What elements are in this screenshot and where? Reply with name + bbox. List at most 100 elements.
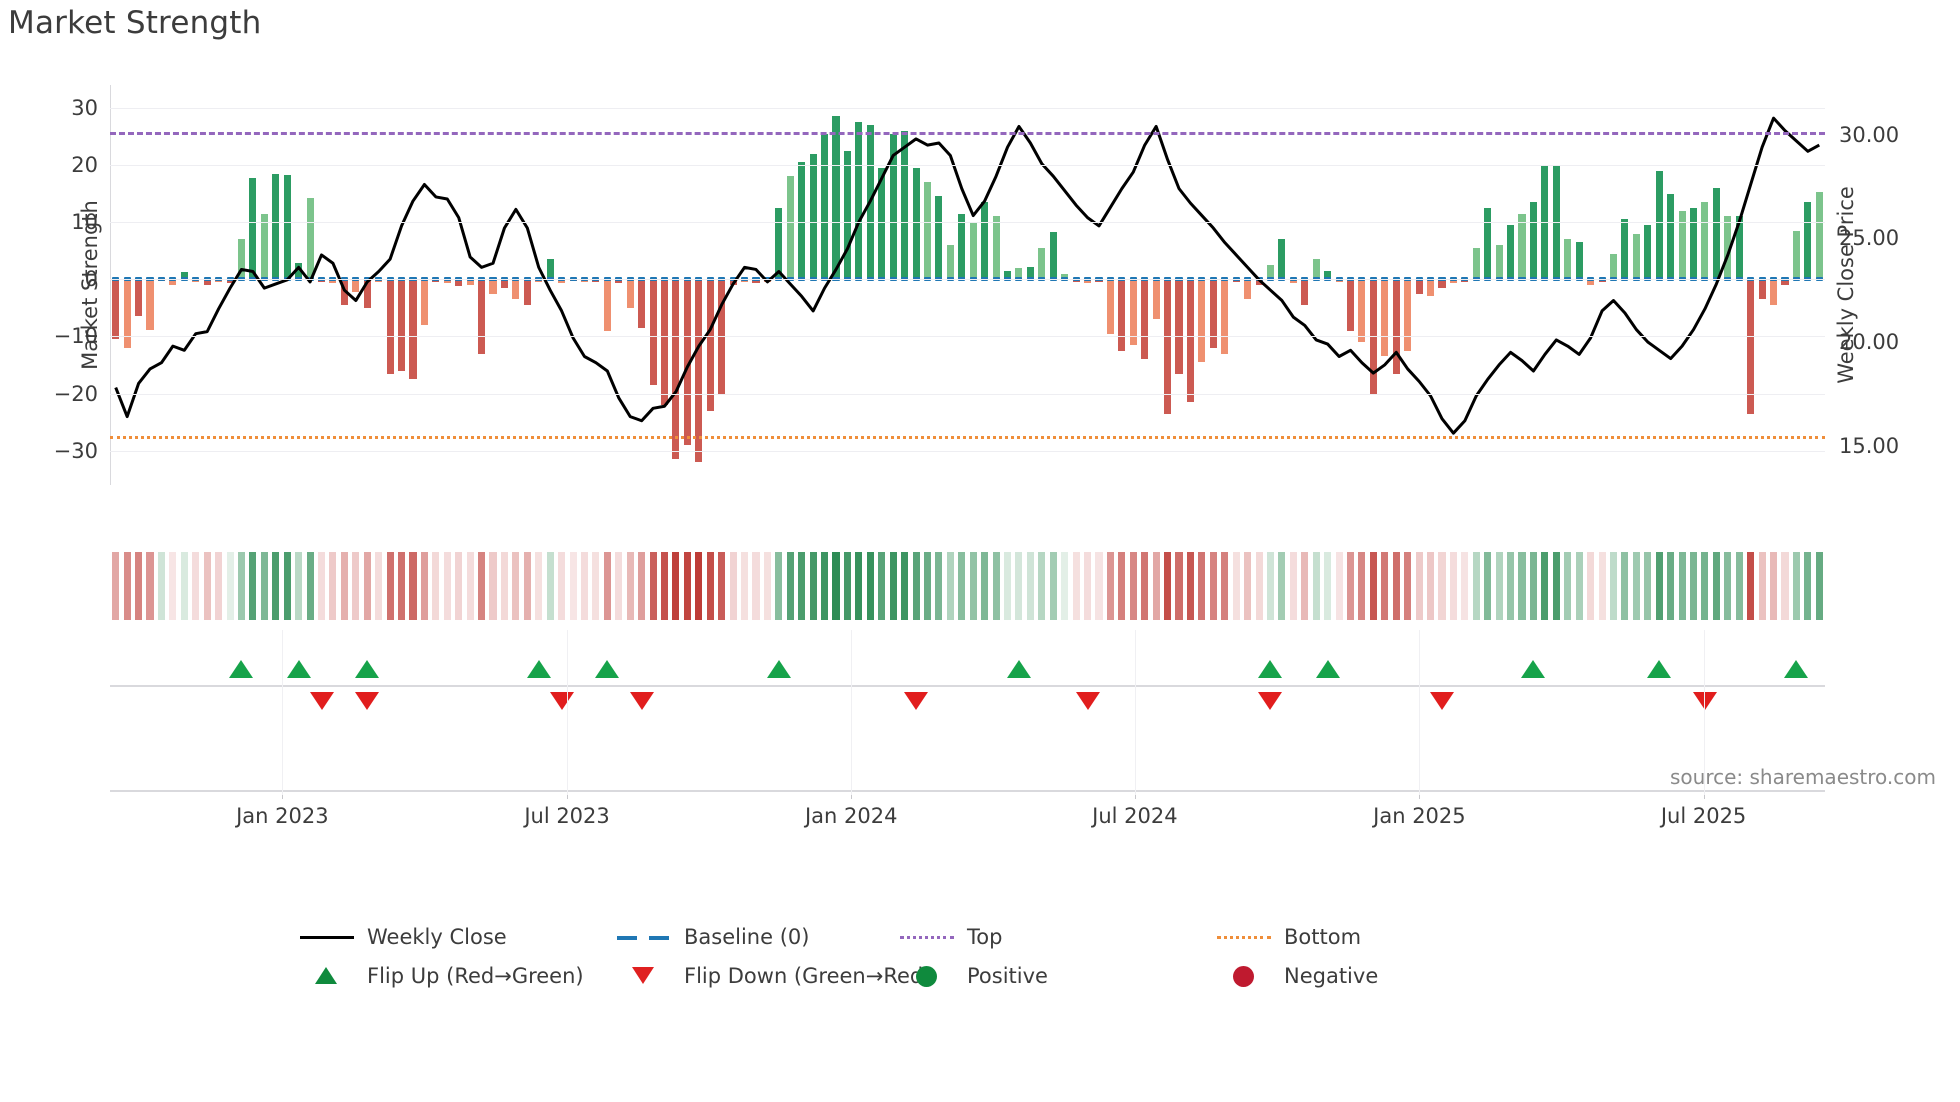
flip-down-marker[interactable] xyxy=(309,692,334,710)
legend-item[interactable]: Baseline (0) xyxy=(617,925,809,949)
flip-down-marker[interactable] xyxy=(629,692,654,710)
strength-bar xyxy=(1221,279,1229,354)
flip-up-marker[interactable] xyxy=(1258,660,1283,678)
heatmap-cell xyxy=(375,552,383,620)
strength-bar xyxy=(649,279,657,385)
right-tick-label: 20.00 xyxy=(1839,329,1900,354)
bottom-reference-line xyxy=(110,436,1825,440)
strength-bar xyxy=(901,130,909,280)
heatmap-cell xyxy=(958,552,966,620)
heatmap-cell xyxy=(1770,552,1778,620)
dash-glyph xyxy=(617,936,637,940)
heatmap-cell xyxy=(1392,552,1400,620)
strength-bar xyxy=(660,279,669,405)
heatmap-cell xyxy=(1518,552,1526,620)
strength-bar xyxy=(1381,279,1389,357)
heatmap-cell xyxy=(180,552,188,620)
right-tick-label: 25.00 xyxy=(1839,226,1900,251)
strength-bar xyxy=(409,279,417,380)
flip-up-marker[interactable] xyxy=(1315,660,1340,678)
flip-down-marker[interactable] xyxy=(355,692,380,710)
strength-bar xyxy=(923,182,932,280)
heatmap-cell xyxy=(592,552,600,620)
heatmap-cell xyxy=(1427,552,1435,620)
flip-down-marker[interactable] xyxy=(1075,692,1100,710)
flip-down-marker[interactable] xyxy=(1429,692,1454,710)
flip-down-marker[interactable] xyxy=(1258,692,1283,710)
strength-bar xyxy=(946,245,954,280)
weekly-close-polyline xyxy=(114,116,1820,435)
flip-up-marker[interactable] xyxy=(286,660,311,678)
strength-bar xyxy=(1701,202,1709,280)
legend-label: Flip Down (Green→Red) xyxy=(684,964,932,988)
dashed-line-icon xyxy=(617,927,671,947)
heatmap-cell xyxy=(1278,552,1286,620)
vertical-gridline xyxy=(282,630,284,795)
flip-down-marker[interactable] xyxy=(904,692,929,710)
flip-down-marker[interactable] xyxy=(549,692,574,710)
strength-bar xyxy=(832,116,840,280)
strength-bar xyxy=(295,263,303,280)
flip-up-marker[interactable] xyxy=(766,660,791,678)
legend-item[interactable]: Flip Up (Red→Green) xyxy=(300,964,584,988)
heatmap-cell xyxy=(775,552,783,620)
heatmap-cell xyxy=(558,552,566,620)
heatmap-cell xyxy=(718,552,726,620)
strength-bar xyxy=(1621,219,1629,280)
heatmap-cell xyxy=(523,552,531,620)
heatmap-cell xyxy=(1712,552,1720,620)
heatmap-cell xyxy=(135,552,143,620)
heatmap-cell xyxy=(821,552,829,620)
heatmap-cell xyxy=(1129,552,1137,620)
strength-bar xyxy=(478,279,486,354)
legend-item[interactable]: Positive xyxy=(900,964,1048,988)
heatmap-cell xyxy=(272,552,280,620)
heatmap-cell xyxy=(1449,552,1457,620)
flip-up-marker[interactable] xyxy=(526,660,551,678)
legend-item[interactable]: Negative xyxy=(1217,964,1378,988)
flip-up-marker[interactable] xyxy=(355,660,380,678)
flip-down-marker[interactable] xyxy=(1692,692,1717,710)
heatmap-cell xyxy=(1644,552,1652,620)
heatmap-cell xyxy=(249,552,257,620)
strength-bar xyxy=(466,279,474,285)
heatmap-cell xyxy=(466,552,474,620)
line-glyph xyxy=(300,936,354,939)
flip-up-marker[interactable] xyxy=(1521,660,1546,678)
strength-bar xyxy=(1484,207,1492,280)
flip-up-marker[interactable] xyxy=(1647,660,1672,678)
legend-item[interactable]: Top xyxy=(900,925,1002,949)
strength-bar xyxy=(1735,216,1743,280)
main-plot-area: Market Strength Weekly Close Price 30 20 1… xyxy=(54,85,1899,485)
heatmap-cell xyxy=(546,552,554,620)
legend-label: Weekly Close xyxy=(367,925,507,949)
legend-label: Positive xyxy=(967,964,1048,988)
strength-bar xyxy=(546,259,554,280)
legend-item[interactable]: Weekly Close xyxy=(300,925,507,949)
heatmap-cell xyxy=(1266,552,1275,620)
heatmap-cell xyxy=(626,552,634,620)
strength-bar xyxy=(981,202,989,280)
heatmap-cell xyxy=(409,552,417,620)
heatmap-cell xyxy=(443,552,451,620)
strength-bar xyxy=(1495,245,1503,280)
flip-up-marker[interactable] xyxy=(1006,660,1031,678)
strength-bar xyxy=(1175,279,1183,374)
flip-up-marker[interactable] xyxy=(595,660,620,678)
flip-up-marker[interactable] xyxy=(229,660,254,678)
heatmap-cell xyxy=(855,552,863,620)
strength-bar xyxy=(798,162,806,280)
vertical-gridline xyxy=(851,630,853,795)
heatmap-cell xyxy=(192,552,200,620)
strength-bar xyxy=(1758,279,1766,300)
legend-item[interactable]: Bottom xyxy=(1217,925,1361,949)
vertical-gridline xyxy=(1703,630,1705,795)
strength-bar xyxy=(889,133,897,280)
heatmap-cell xyxy=(1369,552,1377,620)
flip-up-marker[interactable] xyxy=(1784,660,1809,678)
heatmap-cell xyxy=(1061,552,1069,620)
heatmap-cell xyxy=(1804,552,1812,620)
left-tick-label: 0 xyxy=(84,267,98,292)
legend-item[interactable]: Flip Down (Green→Red) xyxy=(617,964,931,988)
dots-glyph xyxy=(1217,936,1271,939)
